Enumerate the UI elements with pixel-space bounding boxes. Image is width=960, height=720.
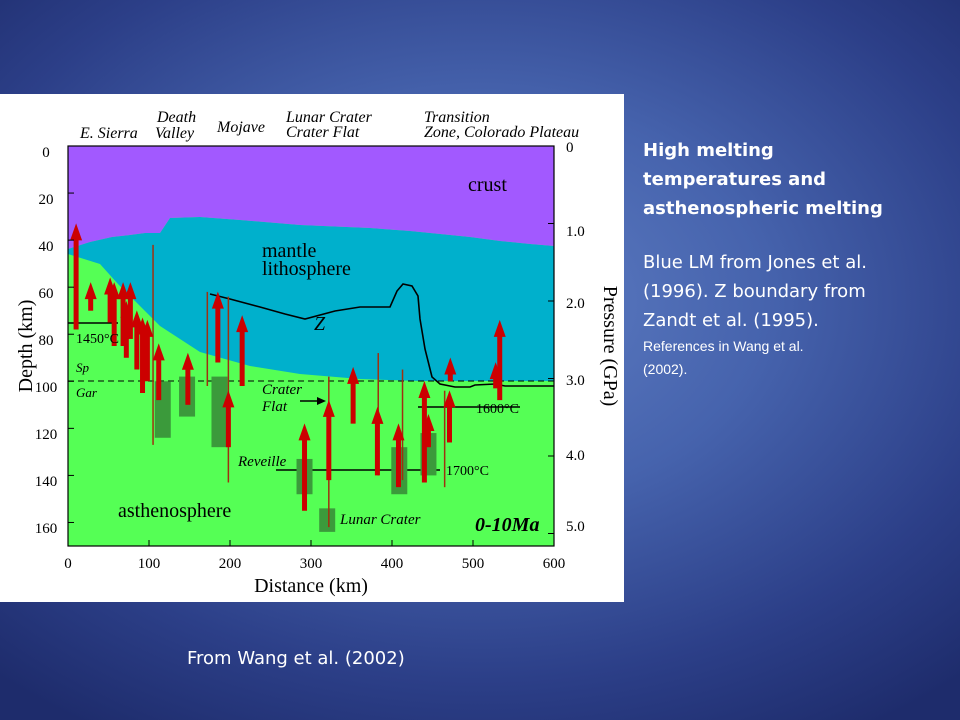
distance-tick-label: 400 — [381, 556, 404, 572]
melting-arrow-head — [443, 390, 456, 408]
melting-arrow-head — [322, 399, 335, 417]
distance-tick-label: 100 — [138, 556, 161, 572]
side-refs-line: (2002). — [643, 361, 688, 377]
crust-label: crust — [468, 174, 507, 196]
depth-profile-figure: E. Sierra Death Valley Mojave Lunar Crat… — [15, 109, 621, 597]
region-label-crater-flat: Crater Flat — [286, 124, 360, 141]
depth-axis-label: Depth (km) — [15, 300, 37, 393]
melting-arrow-head — [70, 223, 83, 241]
side-refs-line: References in Wang et al. — [643, 338, 804, 354]
distance-tick-label: 0 — [64, 556, 72, 572]
pressure-axis-label: Pressure (GPa) — [599, 286, 621, 407]
crater-flat-pointer-head — [317, 397, 326, 405]
xenolith-block — [211, 376, 228, 448]
melting-arrows — [70, 223, 506, 511]
side-body-line: (1996). Z boundary from — [643, 281, 866, 302]
melting-arrow-head — [181, 352, 194, 370]
region-label-valley: Valley — [155, 125, 195, 142]
side-heading-line: High melting — [643, 140, 774, 161]
side-heading-line: temperatures and — [643, 169, 827, 190]
pressure-tick-label: 3.0 — [566, 373, 585, 389]
depth-tick-label: 0 — [42, 145, 50, 161]
melting-arrow-head — [444, 357, 457, 375]
melting-arrow-head — [84, 282, 97, 300]
melting-arrow-head — [298, 423, 311, 441]
region-label-mojave: Mojave — [216, 119, 265, 136]
pressure-tick-label: 0 — [566, 140, 574, 156]
depth-tick-label: 20 — [39, 192, 54, 208]
distance-axis-label: Distance (km) — [254, 575, 368, 597]
melting-arrow-head — [124, 282, 137, 300]
distance-tick-label: 600 — [543, 556, 566, 572]
pressure-tick-label: 4.0 — [566, 448, 585, 464]
figure-image: E. Sierra Death Valley Mojave Lunar Crat… — [0, 94, 624, 602]
asthenosphere-label: asthenosphere — [118, 500, 231, 522]
depth-tick-label: 140 — [35, 474, 58, 490]
side-heading-line: asthenospheric melting — [643, 198, 883, 219]
depth-tick-label: 160 — [35, 521, 58, 537]
distance-tick-label: 300 — [300, 556, 323, 572]
temp-1700-label: 1700°C — [446, 464, 489, 479]
distance-tick-label: 500 — [462, 556, 485, 572]
region-label-death: Death — [156, 109, 196, 126]
depth-tick-label: 100 — [35, 380, 58, 396]
temp-1600-label: 1600°C — [476, 402, 519, 417]
side-heading: High melting temperatures and asthenosph… — [643, 136, 943, 223]
pressure-tick-label: 5.0 — [566, 519, 585, 535]
depth-tick-label: 120 — [35, 427, 58, 443]
gar-label: Gar — [76, 385, 98, 400]
melting-arrow-head — [236, 315, 249, 333]
pressure-tick-label: 1.0 — [566, 224, 585, 240]
side-references: References in Wang et al. (2002). — [643, 335, 943, 381]
crater-flat-label-2: Flat — [261, 399, 288, 415]
mantle-label: mantle — [262, 240, 317, 262]
figure-caption: From Wang et al. (2002) — [187, 648, 405, 669]
melting-arrow-head — [211, 291, 224, 309]
melting-arrow-head — [347, 366, 360, 384]
depth-tick-label: 40 — [39, 239, 54, 255]
z-boundary-label: Z — [314, 313, 326, 335]
side-body-line: Zandt et al. (1995). — [643, 310, 819, 331]
region-label-lunar-crater: Lunar Crater — [285, 109, 373, 126]
mantle-lithosphere-layer — [68, 217, 554, 381]
side-text-panel: High melting temperatures and asthenosph… — [643, 136, 943, 381]
depth-tick-label: 60 — [39, 286, 54, 302]
melting-arrow-head — [371, 406, 384, 424]
xenolith-block — [319, 508, 336, 532]
region-label-zone-colorado: Zone, Colorado Plateau — [424, 124, 579, 141]
region-label-transition: Transition — [424, 109, 490, 126]
region-label-e-sierra: E. Sierra — [79, 125, 138, 142]
lunar-crater-bottom-label: Lunar Crater — [339, 512, 421, 528]
melting-arrow-head — [392, 423, 405, 441]
crater-flat-label-1: Crater — [262, 382, 302, 398]
melting-arrow-head — [493, 319, 506, 337]
melting-arrow-head — [418, 381, 431, 398]
age-label: 0-10Ma — [475, 514, 539, 536]
melting-arrow-head — [108, 282, 121, 300]
pressure-tick-label: 2.0 — [566, 296, 585, 312]
sp-label: Sp — [76, 360, 90, 375]
depth-tick-label: 80 — [39, 333, 54, 349]
melting-arrow-head — [130, 310, 143, 328]
distance-tick-label: 200 — [219, 556, 242, 572]
side-body-line: Blue LM from Jones et al. — [643, 252, 867, 273]
z-boundary-line — [209, 283, 554, 388]
melting-arrow-head — [222, 390, 235, 408]
axis-ticks — [67, 145, 555, 546]
melting-arrow-head — [422, 413, 435, 431]
lithosphere-label: lithosphere — [262, 258, 351, 280]
temp-1450-label: 1450°C — [76, 332, 119, 347]
melting-arrow-head — [141, 319, 154, 337]
melting-arrow-head — [152, 343, 165, 361]
crust-layer — [68, 146, 554, 249]
side-body: Blue LM from Jones et al. (1996). Z boun… — [643, 248, 943, 381]
reveille-label: Reveille — [237, 454, 287, 470]
